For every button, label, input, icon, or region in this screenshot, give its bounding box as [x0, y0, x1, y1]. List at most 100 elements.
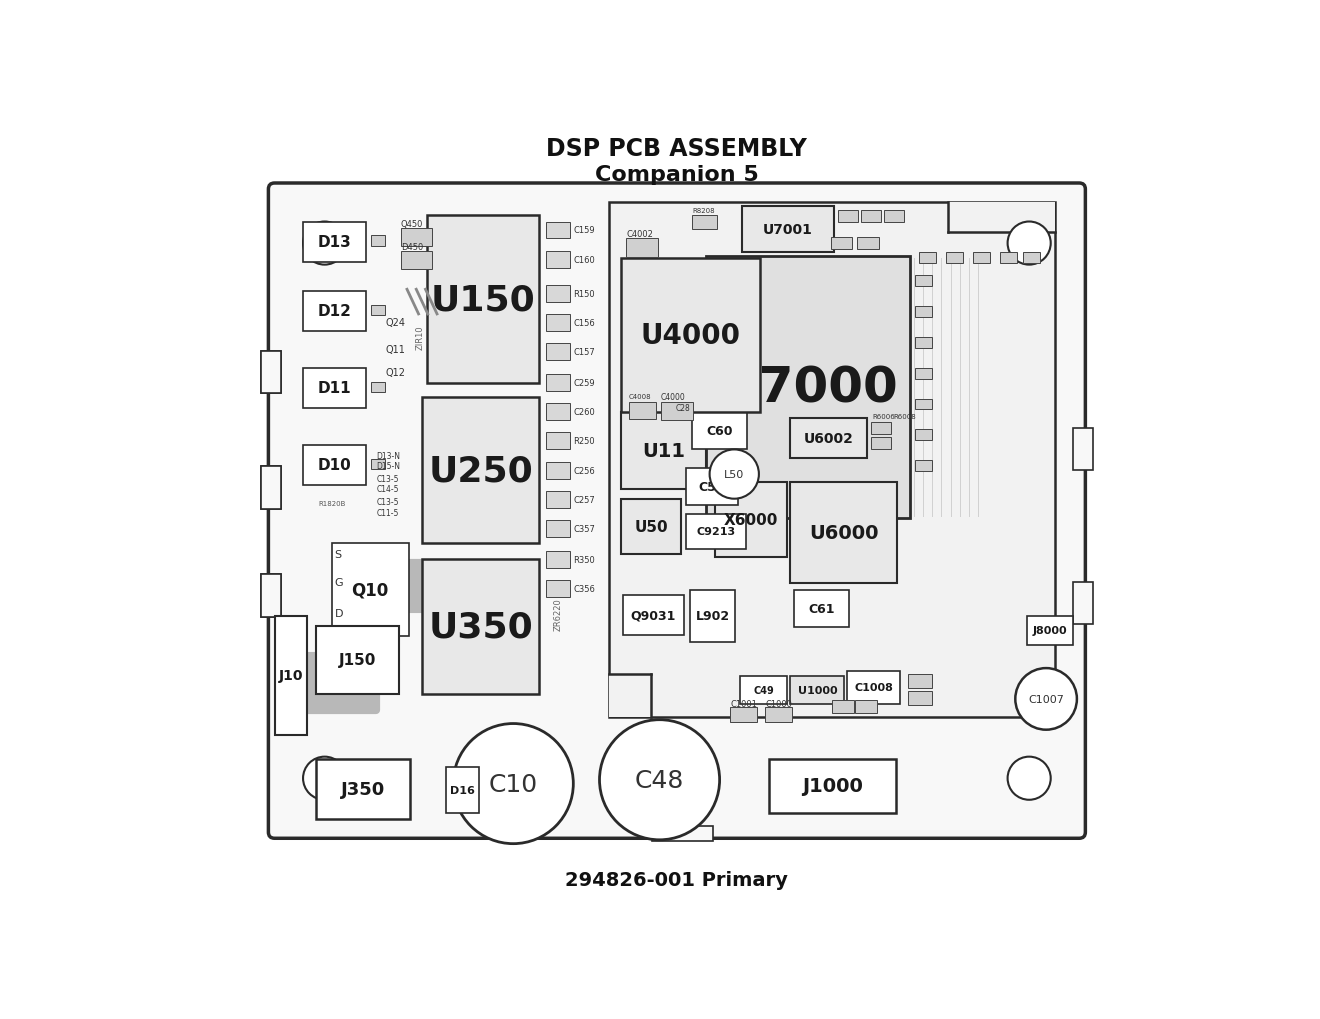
Text: C257: C257	[573, 495, 595, 504]
Text: Q11: Q11	[385, 344, 405, 355]
Text: C260: C260	[573, 408, 595, 417]
Circle shape	[304, 222, 346, 265]
Bar	[884, 211, 904, 223]
Text: U1000: U1000	[797, 685, 837, 695]
Bar	[428, 216, 539, 384]
Circle shape	[599, 720, 719, 840]
Bar	[261, 352, 281, 393]
Bar	[545, 463, 570, 479]
Bar	[545, 433, 570, 450]
Text: R8208: R8208	[692, 208, 714, 214]
Circle shape	[710, 450, 759, 499]
Text: R250: R250	[573, 437, 595, 446]
Bar	[371, 460, 384, 470]
Bar	[686, 515, 746, 549]
Bar	[832, 701, 854, 713]
Text: J1000: J1000	[803, 776, 863, 796]
Bar	[261, 575, 281, 616]
Bar	[422, 397, 540, 544]
Text: C356: C356	[573, 585, 595, 594]
Text: D11: D11	[318, 381, 351, 396]
Bar	[908, 675, 932, 689]
Text: C160: C160	[573, 256, 595, 265]
Text: Q24: Q24	[385, 317, 405, 327]
Text: C4008: C4008	[628, 394, 651, 399]
Bar	[915, 369, 932, 379]
Bar	[545, 343, 570, 361]
Text: C4002: C4002	[627, 229, 653, 238]
Circle shape	[453, 723, 573, 844]
Bar	[793, 590, 849, 627]
Text: L902: L902	[696, 609, 730, 623]
Bar	[1073, 582, 1093, 625]
Text: J350: J350	[341, 781, 385, 798]
Bar	[908, 692, 932, 705]
Text: C1000: C1000	[766, 699, 792, 708]
Text: C156: C156	[573, 319, 595, 327]
Text: U7001: U7001	[763, 223, 813, 237]
Bar	[871, 422, 891, 434]
Bar	[1023, 253, 1040, 264]
Text: J8000: J8000	[1032, 626, 1068, 636]
Bar	[331, 544, 409, 636]
Bar	[545, 521, 570, 538]
Text: C10: C10	[488, 771, 537, 796]
Bar	[261, 467, 281, 510]
Text: G: G	[335, 578, 343, 587]
Text: X6000: X6000	[723, 513, 777, 528]
Bar	[623, 595, 684, 636]
Text: C49: C49	[754, 685, 774, 695]
Bar	[622, 499, 681, 554]
Bar	[401, 228, 432, 247]
Bar	[692, 413, 747, 450]
Text: ZIR10: ZIR10	[416, 325, 425, 350]
Text: R150: R150	[573, 289, 595, 299]
Text: C1007: C1007	[1028, 694, 1064, 704]
Circle shape	[1007, 757, 1051, 800]
Text: C157: C157	[573, 347, 595, 357]
Bar	[446, 767, 479, 813]
Text: C9213: C9213	[696, 527, 735, 537]
Bar	[692, 216, 717, 230]
Text: U250: U250	[429, 453, 533, 488]
Bar	[401, 252, 432, 270]
Bar	[371, 382, 384, 393]
Bar	[261, 575, 281, 616]
Text: C1008: C1008	[854, 683, 894, 693]
Text: L50: L50	[725, 470, 744, 480]
Text: C28: C28	[676, 404, 690, 413]
Bar	[690, 590, 735, 642]
Text: J150: J150	[339, 652, 376, 667]
Bar	[317, 759, 411, 819]
Bar	[915, 307, 932, 318]
Text: R6008: R6008	[894, 413, 916, 419]
Bar	[545, 404, 570, 421]
Text: Q9031: Q9031	[631, 609, 676, 622]
Text: C1001: C1001	[730, 699, 758, 708]
Bar	[739, 677, 787, 704]
Text: C48: C48	[635, 768, 684, 792]
Circle shape	[304, 757, 346, 800]
Bar	[304, 369, 366, 409]
Text: D13-N
D15-N: D13-N D15-N	[376, 451, 400, 471]
Text: D13: D13	[318, 234, 351, 250]
Bar	[715, 482, 787, 557]
Bar	[855, 701, 876, 713]
Bar	[830, 237, 853, 250]
Bar	[304, 291, 366, 331]
Bar	[706, 257, 909, 519]
Bar	[622, 413, 706, 490]
Bar	[626, 239, 659, 258]
Bar	[742, 207, 834, 253]
Text: Q12: Q12	[385, 367, 405, 377]
Bar	[871, 438, 891, 450]
Bar	[768, 759, 896, 813]
Text: R6006: R6006	[873, 413, 895, 419]
Text: U4000: U4000	[640, 322, 741, 351]
FancyBboxPatch shape	[268, 183, 1085, 839]
Bar	[948, 203, 1056, 232]
Text: C60: C60	[706, 425, 733, 438]
Text: D12: D12	[318, 304, 351, 319]
Bar	[622, 259, 760, 413]
Text: U150: U150	[430, 283, 535, 317]
